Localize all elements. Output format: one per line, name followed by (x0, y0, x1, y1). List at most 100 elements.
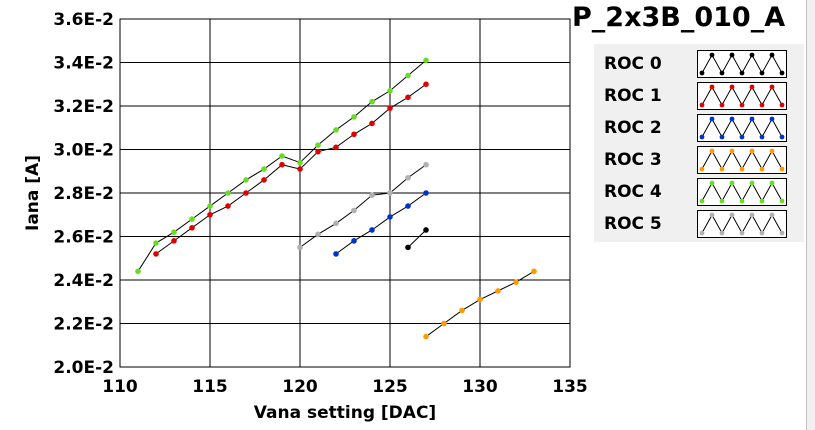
legend-marker (759, 70, 765, 76)
y-tick-labels: 2.0E-2 2.2E-2 2.4E-2 2.6E-2 2.8E-2 3.0E-2 3.2E… (53, 10, 114, 378)
legend-marker (729, 52, 735, 58)
y-tick-label: 2.4E-2 (53, 271, 114, 291)
legend-label: ROC 4 (604, 182, 662, 202)
legend-marker (779, 230, 785, 236)
data-point (441, 320, 447, 327)
data-point (315, 148, 321, 155)
series-line (299, 164, 427, 248)
data-point (171, 238, 177, 244)
series-roc-3 (423, 268, 537, 340)
legend-line (701, 117, 783, 139)
legend-entry: ROC 1 (594, 80, 804, 110)
data-point (315, 231, 321, 238)
y-tick-label: 3.6E-2 (53, 10, 114, 30)
legend-marker (769, 116, 775, 122)
series-line (155, 83, 427, 255)
data-point (207, 211, 213, 218)
legend-line (701, 181, 783, 203)
data-point (495, 288, 501, 294)
legend-marker (749, 212, 755, 218)
legend-marker (709, 148, 715, 154)
legend-swatch (697, 114, 787, 142)
legend-marker (729, 116, 735, 122)
legend-entry: ROC 4 (594, 176, 804, 206)
legend-marker (699, 166, 705, 172)
legend-swatch (697, 50, 787, 78)
legend-marker (719, 102, 725, 108)
legend-label: ROC 0 (604, 54, 662, 74)
legend-marker (739, 230, 745, 236)
legend-line (701, 85, 783, 107)
legend-marker (739, 198, 745, 204)
series-roc-0 (405, 227, 429, 251)
data-point (387, 190, 393, 196)
legend-marker (709, 212, 715, 218)
data-point (513, 279, 519, 285)
data-point (405, 174, 411, 181)
data-point (279, 153, 285, 159)
window-edge (806, 0, 815, 430)
data-point (531, 268, 537, 275)
series-roc-2 (333, 190, 429, 257)
data-point (225, 203, 231, 209)
legend-marker (749, 180, 755, 186)
series-roc-1 (153, 81, 429, 257)
legend-entry: ROC 5 (594, 208, 804, 238)
legend-marker (719, 134, 725, 140)
data-point (387, 105, 393, 111)
legend-marker (729, 84, 735, 90)
data-point (423, 57, 429, 64)
legend-marker (699, 134, 705, 140)
legend-swatch (697, 210, 787, 238)
data-point (261, 166, 267, 172)
legend-marker (729, 212, 735, 218)
data-point (243, 177, 249, 183)
data-point (207, 203, 213, 209)
data-point (315, 142, 321, 148)
data-point (297, 159, 303, 166)
data-point (423, 227, 429, 233)
data-point (369, 98, 375, 105)
legend-marker (699, 70, 705, 76)
data-point (351, 131, 357, 138)
data-point (333, 251, 339, 257)
legend: ROC 0 ROC 1 ROC 2 ROC 3 ROC 4 ROC 5 (594, 44, 804, 242)
data-point (225, 190, 231, 196)
legend-marker (779, 134, 785, 140)
data-point (189, 216, 195, 222)
y-axis-label: Iana [A] (23, 155, 43, 231)
legend-entry: ROC 2 (594, 112, 804, 142)
data-point (351, 238, 357, 244)
legend-marker (749, 148, 755, 154)
legend-marker (749, 84, 755, 90)
data-point (423, 190, 429, 196)
data-point (297, 166, 303, 172)
data-point (153, 240, 159, 246)
legend-marker (779, 166, 785, 172)
series-line (407, 229, 427, 248)
legend-entry: ROC 0 (594, 48, 804, 78)
legend-marker (719, 166, 725, 172)
legend-marker (749, 116, 755, 122)
data-point (153, 251, 159, 257)
x-tick-label: 120 (282, 377, 318, 397)
data-point (369, 227, 375, 233)
series-roc-4 (135, 57, 429, 275)
legend-marker (759, 166, 765, 172)
data-point (387, 87, 393, 94)
legend-marker (749, 52, 755, 58)
legend-marker (709, 84, 715, 90)
y-tick-label: 3.0E-2 (53, 141, 114, 161)
data-point (333, 144, 339, 151)
legend-marker (699, 198, 705, 204)
grid-lines (119, 18, 571, 368)
legend-marker (699, 230, 705, 236)
legend-marker (759, 230, 765, 236)
data-point (135, 268, 141, 275)
legend-marker (769, 212, 775, 218)
legend-marker (729, 180, 735, 186)
legend-label: ROC 3 (604, 150, 662, 170)
data-point (405, 203, 411, 209)
data-point (405, 244, 411, 251)
data-point (279, 161, 285, 168)
